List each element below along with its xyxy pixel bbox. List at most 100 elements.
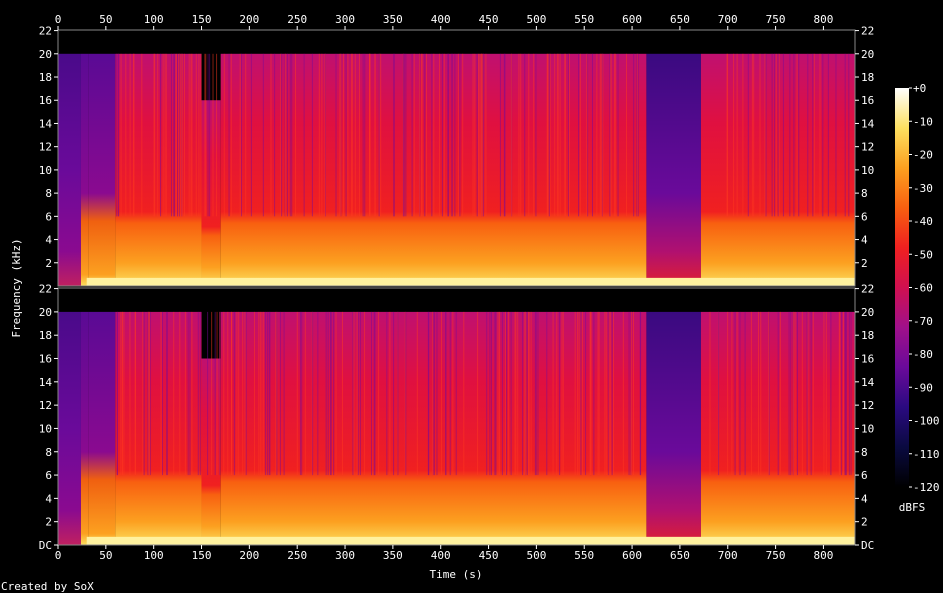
spectrogram-streak — [216, 311, 218, 476]
spectrogram-streak — [184, 311, 186, 476]
spectrogram-streak — [527, 311, 529, 476]
spectrogram-streak — [779, 311, 781, 476]
spectrogram-streak — [230, 311, 232, 476]
spectrogram-streak — [242, 311, 244, 476]
spectrogram-streak — [844, 311, 846, 476]
y-tick-label-left: DC — [39, 539, 52, 552]
spectrogram-streak — [608, 311, 610, 476]
x-tick-label-bottom: 350 — [383, 549, 403, 562]
spectrogram-streak — [597, 311, 599, 476]
spectrogram-streak — [845, 311, 847, 476]
spectrogram-streak — [457, 53, 459, 217]
spectrogram-streak — [270, 53, 272, 217]
spectrogram-streak — [373, 311, 375, 476]
y-tick-label-left: 22 — [39, 283, 52, 296]
spectrogram-streak — [175, 53, 177, 217]
spectrogram-streak — [823, 311, 825, 476]
spectrogram-streak — [125, 53, 127, 217]
spectrogram-streak — [405, 311, 407, 476]
spectrogram-streak — [374, 311, 376, 476]
spectrogram-streak — [524, 311, 526, 476]
spectrogram-streak — [321, 53, 323, 217]
spectrogram-streak — [211, 311, 213, 476]
spectrogram-streak — [181, 53, 183, 217]
spectrogram-streak — [561, 311, 563, 476]
spectrogram-streak — [845, 311, 847, 476]
spectrogram-streak — [416, 311, 418, 476]
x-tick-label-bottom: 600 — [622, 549, 642, 562]
spectrogram-streak — [549, 53, 551, 217]
spectrogram-streak — [813, 53, 815, 217]
spectrogram-streak — [554, 53, 556, 217]
spectrogram-streak — [276, 311, 278, 476]
spectrogram-section-3 — [88, 311, 116, 545]
spectrogram-streak — [200, 53, 202, 217]
spectrogram-streak — [764, 53, 766, 217]
spectrogram-streak — [476, 53, 478, 217]
spectrogram-streak — [178, 53, 180, 217]
spectrogram-streak — [304, 311, 306, 476]
spectrogram-streak — [280, 53, 282, 217]
y-tick-label-right: 10 — [861, 422, 874, 435]
spectrogram-streak — [296, 311, 298, 476]
y-tick-label-left: 6 — [45, 210, 52, 223]
spectrogram-streak — [472, 53, 474, 217]
spectrogram-streak — [630, 311, 632, 476]
spectrogram-streak — [402, 53, 404, 217]
y-tick-label-left: 22 — [39, 25, 52, 38]
y-tick-label-right: 14 — [861, 376, 875, 389]
spectrogram-streak — [489, 311, 491, 476]
y-tick-label-left: 10 — [39, 422, 52, 435]
spectrogram-streak — [245, 311, 247, 476]
spectrogram-streak — [614, 53, 616, 217]
spectrogram-streak — [602, 53, 604, 217]
spectrogram-streak — [827, 53, 829, 217]
spectrogram-streak — [245, 53, 247, 217]
spectrogram-streak — [454, 53, 456, 217]
spectrogram-streak — [441, 53, 443, 217]
x-tick-label-top: 150 — [192, 13, 212, 26]
x-tick-label-bottom: 700 — [718, 549, 738, 562]
spectrogram-streak — [303, 53, 305, 217]
spectrogram-section-1 — [58, 311, 81, 545]
spectrogram-streak — [731, 311, 733, 476]
spectrogram-streak — [188, 53, 190, 217]
spectrogram-streak — [736, 311, 738, 476]
x-tick-label-top: 50 — [99, 13, 112, 26]
spectrogram-streak — [198, 53, 200, 217]
spectrogram-streak — [311, 53, 313, 217]
spectrogram-streak — [744, 311, 746, 476]
spectrogram-streak — [205, 53, 207, 217]
spectrogram-streak — [771, 53, 773, 217]
spectrogram-streak — [154, 53, 156, 217]
spectrogram-streak — [505, 311, 507, 476]
spectrogram-streak — [165, 53, 167, 217]
spectrogram-streak — [274, 53, 276, 217]
spectrogram-streak — [636, 53, 638, 217]
spectrogram-streak — [333, 311, 335, 476]
spectrogram-streak — [557, 53, 559, 217]
y-tick-label-left: 10 — [39, 164, 52, 177]
spectrogram-streak — [750, 311, 752, 476]
x-tick-label-top: 450 — [479, 13, 499, 26]
spectrogram-streak — [819, 53, 821, 217]
spectrogram-streak — [166, 311, 168, 476]
spectrogram-streak — [335, 311, 337, 476]
spectrogram-streak — [497, 311, 499, 476]
spectrogram-streak — [279, 311, 281, 476]
spectrogram-streak — [411, 53, 413, 217]
spectrogram-streak — [586, 53, 588, 217]
spectrogram-streak — [726, 53, 728, 217]
spectrogram-streak — [148, 311, 150, 476]
spectrogram-streak — [727, 53, 729, 217]
spectrogram-plots — [57, 29, 856, 546]
spectrogram-streak — [181, 53, 183, 217]
spectrogram-streak — [374, 53, 376, 217]
spectrogram-streak — [611, 311, 613, 476]
spectrogram-streak — [477, 53, 479, 217]
spectrogram-streak — [347, 53, 349, 217]
spectrogram-streak — [636, 53, 638, 217]
colorbar-tick-label: -90 — [913, 381, 933, 394]
spectrogram-streak — [216, 53, 218, 217]
spectrogram-streak — [552, 311, 554, 476]
